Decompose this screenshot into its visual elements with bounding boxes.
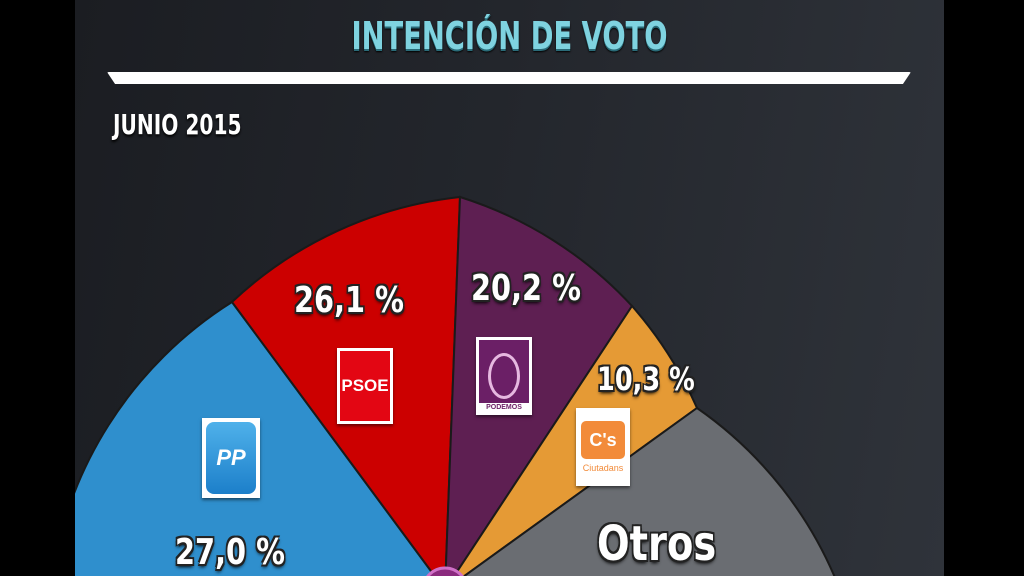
pp-logo-text: PP [216,445,246,470]
slice-otros [462,406,836,576]
pp-logo: PP [202,418,260,498]
pie-center-hub [426,566,464,576]
podemos-circle-icon [488,353,520,399]
ciutadans-logo-subtext: Ciutadans [582,463,624,473]
podemos-logo-text: PODEMOS [479,403,529,412]
label-pp: 27,0 % [175,532,285,573]
slice-podemos [444,195,634,576]
psoe-logo-text: PSOE [341,376,389,395]
podemos-logo: PODEMOS [476,337,532,415]
label-psoe: 26,1 % [294,280,404,321]
title-divider [107,72,911,84]
label-otros: Otros [597,516,717,572]
label-podemos: 20,2 % [471,268,581,309]
ciutadans-logo-text: C's [581,421,625,459]
psoe-logo: PSOE [337,348,393,424]
label-ciutadans: 10,3 % [597,360,695,398]
ciutadans-logo: C's Ciutadans [576,408,630,486]
chart-title: INTENCIÓN DE VOTO [351,14,668,58]
chart-panel: INTENCIÓN DE VOTO JUNIO 2015 26,1 % 20,2… [75,0,944,576]
chart-date: JUNIO 2015 [113,108,242,141]
